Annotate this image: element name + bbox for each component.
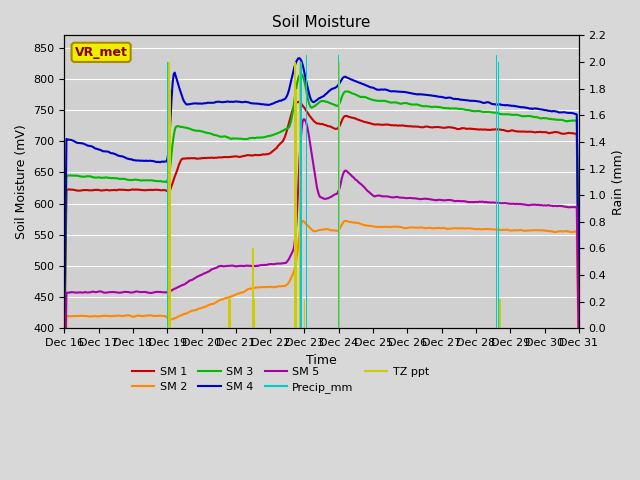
Bar [230, 299, 232, 328]
Title: Soil Moisture: Soil Moisture [273, 15, 371, 30]
Bar [305, 299, 307, 328]
Bar [166, 62, 168, 328]
Bar [497, 299, 499, 328]
X-axis label: Time: Time [307, 354, 337, 367]
Bar [252, 249, 253, 328]
Y-axis label: Rain (mm): Rain (mm) [612, 149, 625, 215]
Legend: SM 1, SM 2, SM 3, SM 4, SM 5, Precip_mm, TZ ppt: SM 1, SM 2, SM 3, SM 4, SM 5, Precip_mm,… [127, 362, 433, 397]
Bar [254, 299, 255, 328]
Bar [228, 299, 230, 328]
Bar [294, 62, 296, 328]
Bar [294, 62, 295, 328]
Text: VR_met: VR_met [75, 46, 127, 59]
Bar [339, 62, 340, 328]
Bar [299, 62, 300, 328]
Bar [168, 62, 170, 328]
Bar [496, 55, 497, 328]
Bar [304, 299, 305, 328]
Y-axis label: Soil Moisture (mV): Soil Moisture (mV) [15, 124, 28, 239]
Bar [338, 55, 339, 328]
Bar [170, 89, 171, 328]
Bar [499, 299, 500, 328]
Bar [338, 62, 339, 328]
Bar [300, 299, 301, 328]
Bar [167, 62, 168, 328]
Bar [295, 89, 296, 328]
Bar [301, 62, 302, 328]
Bar [498, 62, 499, 328]
Bar [64, 299, 65, 328]
Bar [306, 55, 307, 328]
